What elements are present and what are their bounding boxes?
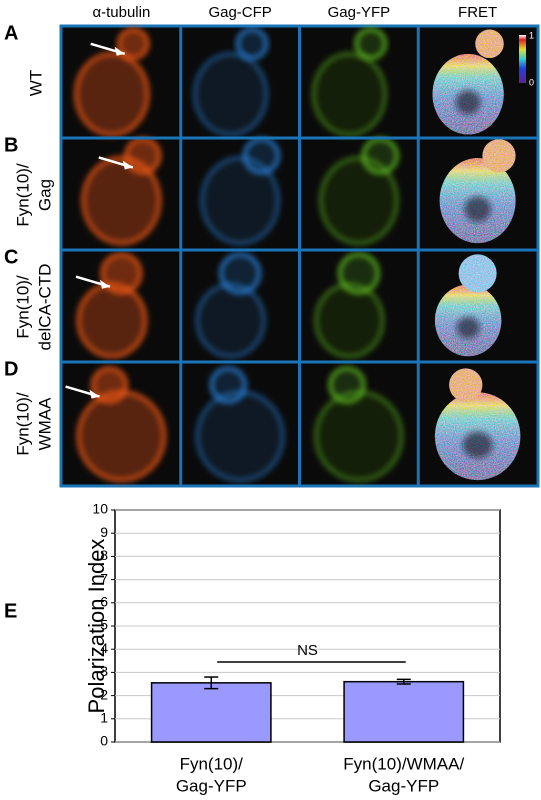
micrograph [81,137,162,246]
bar [343,680,465,743]
cell-bud [219,252,262,295]
y-tick-label: 6 [100,594,108,610]
micrograph [314,252,385,359]
x-tick-label: Gag-YFP [368,776,439,795]
column-header: FRET [458,4,497,21]
micrograph [434,254,502,357]
arrow-head [89,389,100,399]
micrograph [439,139,516,244]
micrograph [434,368,521,481]
arrow-head [114,46,125,56]
y-tick-label: 8 [100,547,108,563]
fret-bud [449,368,483,402]
y-tick-label: 5 [100,617,108,633]
colorbar-min: 0 [529,77,534,87]
micrograph [75,252,148,359]
x-tick-label: Fyn(10)/WMAA/ [343,754,464,773]
micrograph: 10 [432,29,534,135]
cell-bud [361,137,399,175]
row-label: Fyn(10)/ [13,392,32,456]
panel-letter: D [4,358,18,380]
y-tick-label: 1 [100,710,108,726]
micrograph [200,137,281,246]
cell-body [195,390,285,483]
cell-body [195,282,266,359]
micrograph [195,252,266,359]
fret-dark [462,431,493,459]
cell-body [318,156,399,246]
error-bar [204,676,219,690]
cell-body [76,282,148,359]
micrograph [311,27,387,137]
arrow-head [99,279,110,289]
cell-bud [328,366,366,404]
y-tick-label: 4 [100,640,108,656]
cell-body [314,282,385,359]
cell-bud [209,366,247,404]
panel-letter: A [4,22,18,44]
y-tick-label: 9 [100,524,108,540]
column-header: Gag-YFP [328,4,391,21]
y-tick-label: 7 [100,570,108,586]
fret-dark [456,316,480,339]
column-header: α-tubulin [92,4,150,21]
cell-body [200,156,281,246]
cell-bud [242,137,281,175]
row-label: Fyn(10)/ [13,275,32,339]
panel-letter: E [4,600,17,622]
arrow-head [122,160,133,170]
row-label: delCA-CTD [35,264,54,351]
cell-body [311,51,387,137]
cell-bud [100,252,143,295]
y-tick-label: 0 [100,733,108,749]
significance-label: NS [297,642,318,659]
micrograph [314,366,404,483]
micrograph-panels: α-tubulin Gag-CFP Gag-YFP FRETAWT10BFyn(10)… [4,4,537,485]
panel-letter: B [4,134,18,156]
row-label: WT [26,70,45,96]
row-label: Gag [35,179,54,211]
micrograph [74,27,150,137]
cell-body [193,51,269,137]
micrograph [195,366,285,483]
panel-letter: C [4,246,18,268]
cell-body [314,390,404,483]
fret-dark [455,90,481,115]
micrograph [193,27,269,137]
x-tick-label: Gag-YFP [176,776,247,795]
colorbar-max: 1 [529,30,534,40]
cell-body [74,51,150,137]
cell-body [81,156,162,246]
y-tick-label: 10 [92,501,108,517]
fret-dark [464,196,491,222]
y-tick-label: 3 [100,663,108,679]
error-bar [396,678,411,685]
y-axis-title: Polarization Index [84,539,109,714]
row-label: Fyn(10)/ [13,163,32,227]
cell-body [76,390,167,483]
cell-bud [354,27,387,61]
cell-bud [117,27,150,61]
fret-bud [475,29,504,59]
row-label: WMAA [35,397,54,451]
micrograph [318,137,399,246]
column-header: Gag-CFP [208,4,271,21]
bar-chart: E 0 1 2 3 4 5 6 7 8 9 10 Polarization Index Fyn(10)/ G… [4,501,501,795]
y-tick-label: 2 [100,686,108,702]
cell-bud [235,27,269,61]
fret-bud [482,139,516,173]
colorbar [519,35,526,83]
x-tick-label: Fyn(10)/ [180,754,244,773]
cell-bud [337,252,380,295]
fret-bud [458,254,497,293]
bar [150,682,272,743]
cell-bud [90,366,129,404]
micrograph [65,366,167,483]
